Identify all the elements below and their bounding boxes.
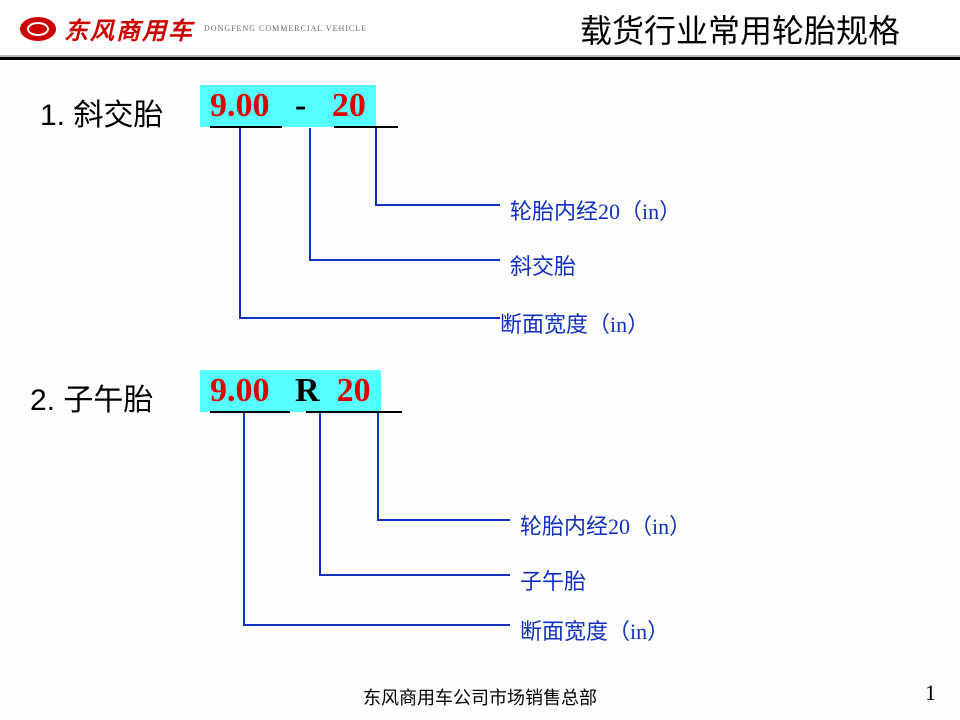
spec-underline xyxy=(210,126,282,128)
spec-part: R xyxy=(295,372,320,409)
callout-label: 轮胎内经20（in） xyxy=(510,194,681,226)
spec-underline xyxy=(306,411,402,413)
spec-part: - xyxy=(270,87,332,124)
callout-line xyxy=(320,413,510,575)
logo-icon xyxy=(20,17,56,41)
callout-label: 断面宽度（in） xyxy=(520,614,669,646)
footer-text: 东风商用车公司市场销售总部 xyxy=(0,684,960,710)
spec-part: 9.00 xyxy=(210,372,270,409)
spec-part xyxy=(270,372,296,409)
callout-label: 断面宽度（in） xyxy=(500,307,649,339)
spec-part xyxy=(320,372,337,409)
callout-line xyxy=(376,128,500,205)
section-label-0: 1. 斜交胎 xyxy=(40,90,163,134)
callout-label: 子午胎 xyxy=(520,564,586,596)
callout-line xyxy=(240,128,500,318)
spec-part: 20 xyxy=(337,372,371,409)
callout-label: 轮胎内经20（in） xyxy=(520,509,691,541)
brand-cn: 东风商用车 xyxy=(64,11,194,46)
page-title: 载货行业常用轮胎规格 xyxy=(580,6,900,52)
spec-part: 20 xyxy=(332,87,366,124)
page-number: 1 xyxy=(925,680,936,706)
section-label-1: 2. 子午胎 xyxy=(30,375,153,419)
spec-underline xyxy=(334,126,398,128)
callout-line xyxy=(378,413,510,520)
callout-line xyxy=(310,128,500,260)
callout-line xyxy=(244,413,510,625)
spec-underline xyxy=(210,411,290,413)
brand-sub: DONGFENG COMMERCIAL VEHICLE xyxy=(204,24,367,33)
spec-box-1: 9.00 R 20 xyxy=(200,370,381,412)
spec-box-0: 9.00 - 20 xyxy=(200,85,376,127)
header: 东风商用车 DONGFENG COMMERCIAL VEHICLE 载货行业常用… xyxy=(0,0,960,60)
content-area: 1. 斜交胎 9.00 - 20 轮胎内经20（in） 斜交胎断面宽度（in） 2. 子… xyxy=(0,60,960,680)
callout-label: 斜交胎 xyxy=(510,249,576,281)
spec-part: 9.00 xyxy=(210,87,270,124)
